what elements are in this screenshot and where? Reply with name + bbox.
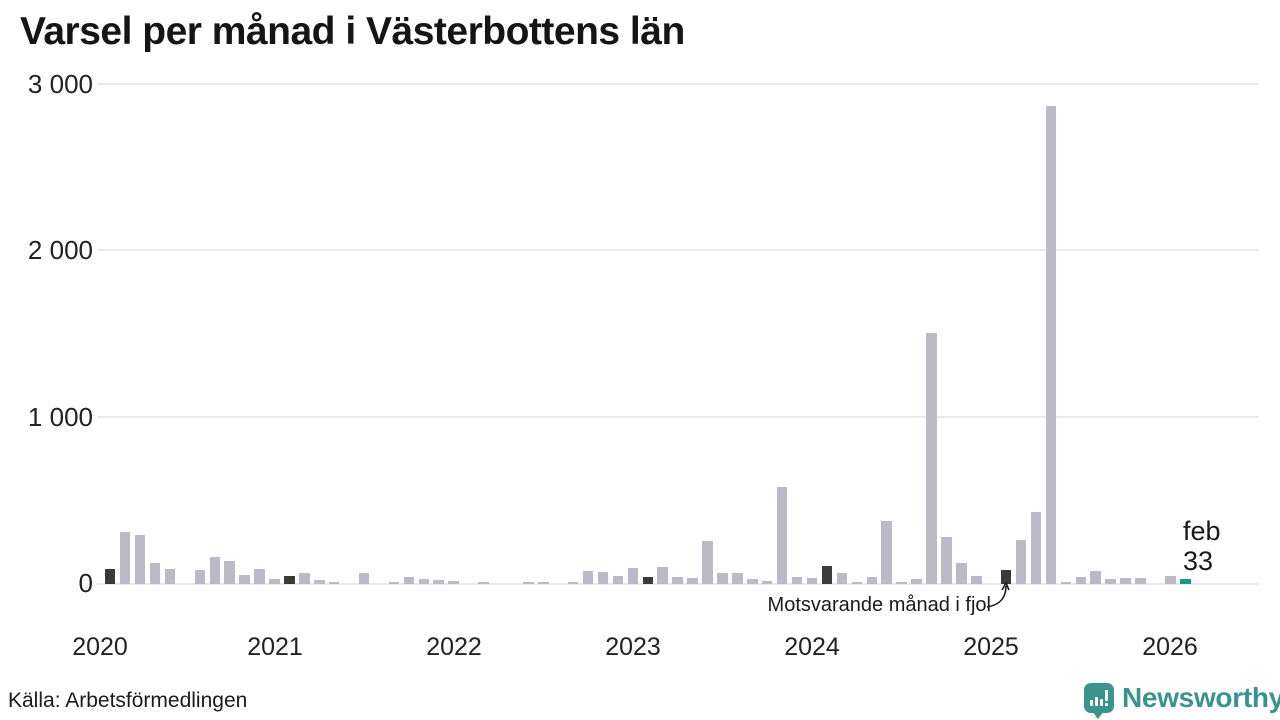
newsworthy-wordmark: Newsworthy (1122, 682, 1280, 713)
bar-2020-09 (209, 557, 221, 584)
bar-2023-03 (657, 567, 668, 584)
bar-2021-09 (388, 582, 400, 584)
bar-2023-07 (717, 573, 728, 584)
gridline-1000 (97, 416, 1258, 418)
bar-2025-06 (1060, 582, 1072, 584)
bar-2021-05 (328, 582, 340, 584)
bar-2024-02 (821, 566, 833, 584)
bar-2020-12 (254, 569, 265, 584)
bar-2024-04 (851, 582, 863, 584)
x-tick-label-2024: 2024 (784, 633, 840, 661)
bar-2025-03 (1015, 540, 1027, 584)
bar-2023-04 (672, 577, 683, 584)
bar-2023-12 (791, 577, 803, 584)
bar-2024-06 (881, 521, 892, 584)
bar-2022-12 (612, 576, 624, 584)
x-tick-label-2026: 2026 (1142, 633, 1198, 661)
bar-2022-06 (523, 582, 534, 584)
gridline-3000 (97, 83, 1258, 85)
current-month-name: feb (1183, 516, 1221, 546)
bar-2025-02 (1000, 570, 1012, 584)
bar-2023-02 (642, 577, 654, 584)
bar-2023-11 (776, 487, 788, 584)
bar-2023-06 (702, 541, 713, 584)
bar-2025-08 (1090, 571, 1101, 584)
bar-2025-07 (1075, 577, 1087, 584)
bar-2020-05 (149, 563, 161, 584)
bar-2023-08 (732, 573, 743, 584)
bar-2024-10 (941, 537, 952, 584)
bar-2022-09 (567, 582, 579, 584)
bar-2021-10 (403, 577, 415, 584)
bar-2022-03 (478, 582, 489, 584)
bar-2021-03 (299, 573, 310, 584)
gridline-0-baseline (97, 583, 1258, 585)
y-tick-label: 3 000 (27, 69, 93, 99)
y-tick-label: 2 000 (27, 235, 93, 265)
bar-2022-11 (597, 572, 609, 584)
bar-2025-11 (1135, 578, 1146, 584)
bar-2021-04 (314, 580, 325, 584)
bar-2020-02 (104, 569, 116, 584)
y-tick-label: 0 (78, 568, 93, 598)
bar-2020-03 (119, 532, 131, 584)
bar-2025-04 (1030, 512, 1042, 584)
bar-2024-12 (971, 576, 982, 584)
gridline-2000 (97, 249, 1258, 251)
x-tick-label-2025: 2025 (963, 633, 1019, 661)
bar-2024-03 (836, 573, 848, 584)
current-month-value: 33 (1183, 546, 1214, 576)
x-tick-label-2023: 2023 (605, 633, 661, 661)
bar-2025-09 (1105, 579, 1116, 584)
bar-2020-04 (134, 535, 146, 584)
bar-2025-10 (1120, 578, 1131, 584)
bar-2020-08 (194, 570, 206, 584)
source-credit: Källa: Arbetsförmedlingen (8, 689, 248, 712)
bar-2022-07 (538, 582, 549, 584)
current-month-callout: feb 33 (1183, 516, 1221, 576)
bar-2021-12 (433, 580, 444, 584)
annotation-arrow-icon (986, 581, 1010, 608)
bar-2024-08 (911, 579, 922, 584)
bar-2024-07 (896, 582, 907, 584)
bar-2023-05 (687, 578, 698, 584)
bar-2025-05 (1045, 106, 1057, 584)
bar-2026-01 (1165, 576, 1176, 584)
bar-2023-09 (747, 579, 758, 584)
bar-2020-10 (224, 561, 235, 584)
bar-2024-09 (926, 333, 937, 584)
chart-title: Varsel per månad i Västerbottens län (20, 10, 685, 53)
y-tick-label: 1 000 (27, 402, 93, 432)
bar-2021-11 (418, 579, 430, 584)
x-tick-label-2022: 2022 (426, 633, 482, 661)
bar-2021-07 (358, 573, 370, 584)
bar-2022-10 (582, 571, 594, 584)
bar-2020-06 (164, 569, 176, 584)
bar-2024-05 (866, 577, 878, 584)
bar-2022-01 (448, 581, 459, 584)
bar-2020-11 (239, 575, 250, 584)
bar-2023-01 (627, 568, 639, 584)
bar-2024-01 (806, 578, 818, 584)
x-tick-label-2021: 2021 (247, 633, 303, 661)
bar-2021-02 (284, 576, 295, 584)
comparison-annotation: Motsvarande månad i fjol (767, 594, 991, 616)
newsworthy-brand: Newsworthy (1084, 681, 1280, 719)
bar-2026-02 (1180, 579, 1191, 584)
newsworthy-logo-icon (1084, 683, 1114, 719)
bar-2023-10 (761, 581, 773, 584)
bar-2024-11 (956, 563, 967, 584)
bar-2021-01 (269, 579, 280, 584)
x-tick-label-2020: 2020 (72, 633, 128, 661)
